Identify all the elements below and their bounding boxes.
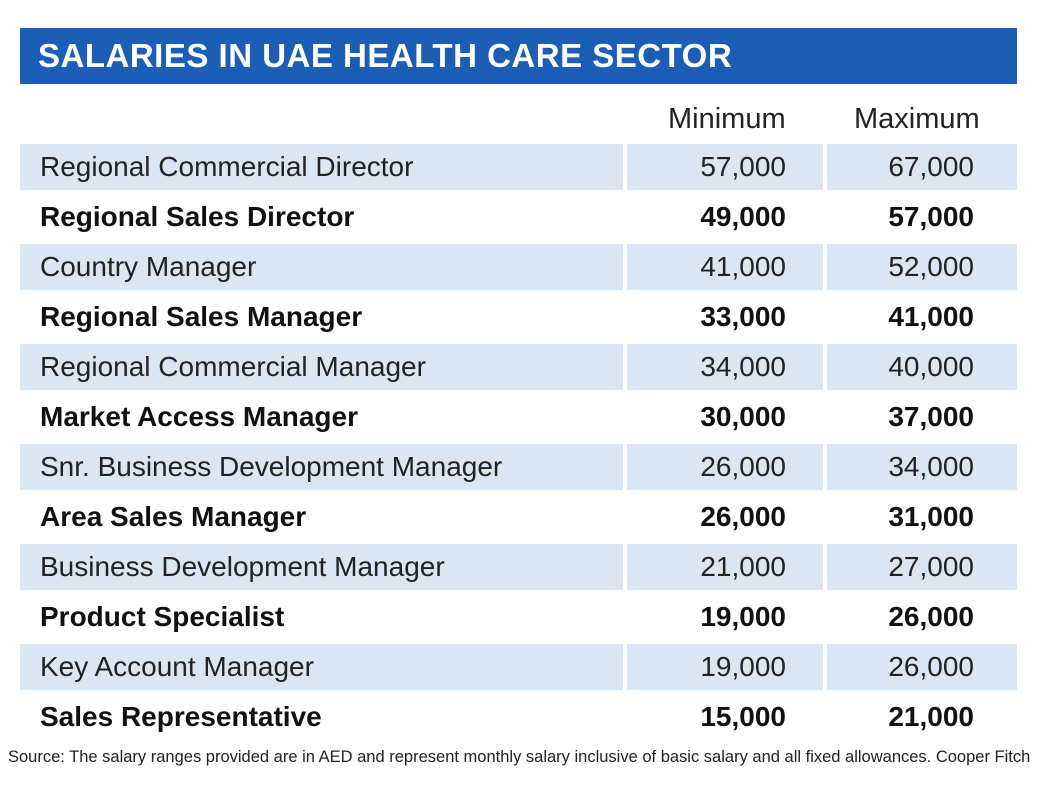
column-header-row: Minimum Maximum — [20, 84, 1017, 142]
table-row: Country Manager 41,000 52,000 — [20, 242, 1017, 292]
role-label: Key Account Manager — [20, 644, 623, 690]
source-note: Source: The salary ranges provided are i… — [8, 748, 1031, 766]
maximum-value: 40,000 — [827, 344, 1017, 390]
minimum-value: 49,000 — [700, 201, 786, 232]
minimum-value: 26,000 — [627, 444, 823, 490]
role-label: Business Development Manager — [20, 544, 623, 590]
maximum-value: 31,000 — [888, 501, 974, 532]
minimum-value: 21,000 — [627, 544, 823, 590]
role-label: Regional Sales Director — [40, 201, 355, 232]
table-row: Regional Commercial Manager 34,000 40,000 — [20, 342, 1017, 392]
maximum-value: 67,000 — [827, 144, 1017, 190]
table-row: Sales Representative 15,000 21,000 — [20, 692, 1017, 742]
column-header-minimum: Minimum — [668, 103, 786, 135]
salary-table-figure: SALARIES IN UAE HEALTH CARE SECTOR Minim… — [20, 28, 1017, 742]
maximum-value: 34,000 — [827, 444, 1017, 490]
table-row: Area Sales Manager 26,000 31,000 — [20, 492, 1017, 542]
minimum-value: 19,000 — [700, 601, 786, 632]
maximum-value: 26,000 — [888, 601, 974, 632]
role-label: Country Manager — [20, 244, 623, 290]
table-row: Regional Sales Director 49,000 57,000 — [20, 192, 1017, 242]
table-row: Business Development Manager 21,000 27,000 — [20, 542, 1017, 592]
column-header-maximum: Maximum — [854, 103, 980, 135]
role-label: Regional Commercial Manager — [20, 344, 623, 390]
table-title: SALARIES IN UAE HEALTH CARE SECTOR — [20, 28, 1017, 84]
maximum-value: 52,000 — [827, 244, 1017, 290]
maximum-value: 21,000 — [888, 701, 974, 732]
role-label: Sales Representative — [40, 701, 322, 732]
table-body: Regional Commercial Director 57,000 67,000… — [20, 142, 1017, 742]
minimum-value: 26,000 — [700, 501, 786, 532]
minimum-value: 15,000 — [700, 701, 786, 732]
role-label: Area Sales Manager — [40, 501, 307, 532]
maximum-value: 57,000 — [888, 201, 974, 232]
minimum-value: 33,000 — [700, 301, 786, 332]
maximum-value: 37,000 — [888, 401, 974, 432]
role-label: Product Specialist — [40, 601, 285, 632]
table-row: Product Specialist 19,000 26,000 — [20, 592, 1017, 642]
role-label: Snr. Business Development Manager — [20, 444, 623, 490]
minimum-value: 30,000 — [700, 401, 786, 432]
minimum-value: 57,000 — [627, 144, 823, 190]
role-label: Market Access Manager — [40, 401, 359, 432]
maximum-value: 27,000 — [827, 544, 1017, 590]
minimum-value: 41,000 — [627, 244, 823, 290]
role-label: Regional Sales Manager — [40, 301, 363, 332]
minimum-value: 19,000 — [627, 644, 823, 690]
maximum-value: 41,000 — [888, 301, 974, 332]
table-row: Regional Commercial Director 57,000 67,000 — [20, 142, 1017, 192]
table-row: Regional Sales Manager 33,000 41,000 — [20, 292, 1017, 342]
table-row: Market Access Manager 30,000 37,000 — [20, 392, 1017, 442]
table-row: Snr. Business Development Manager 26,000 3… — [20, 442, 1017, 492]
minimum-value: 34,000 — [627, 344, 823, 390]
maximum-value: 26,000 — [827, 644, 1017, 690]
table-row: Key Account Manager 19,000 26,000 — [20, 642, 1017, 692]
role-label: Regional Commercial Director — [20, 144, 623, 190]
